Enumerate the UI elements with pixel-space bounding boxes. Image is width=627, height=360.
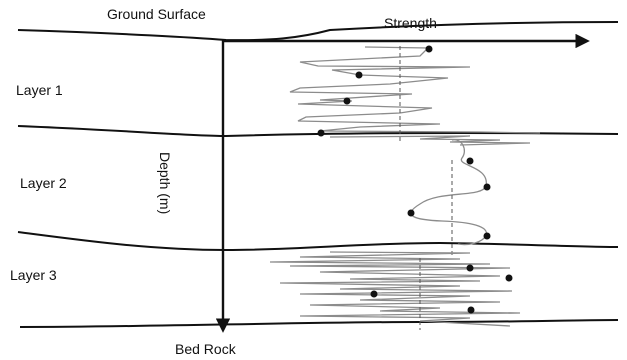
layer-1-data-point	[343, 97, 351, 105]
layer-3-label: Layer 3	[10, 267, 57, 283]
layer-2-label: Layer 2	[20, 175, 67, 191]
layer-2-3-boundary	[17, 231, 619, 252]
layer-2-strength-profile	[410, 139, 488, 246]
bed-rock-boundary	[19, 319, 619, 328]
transition-profile	[329, 135, 531, 146]
layer-2-data-point	[407, 209, 415, 217]
bed-rock-label: Bed Rock	[175, 341, 237, 357]
layer-2-data-point	[483, 183, 491, 191]
strength-label: Strength	[384, 15, 437, 31]
ground-surface-line	[17, 21, 619, 42]
layer-1-data-point	[355, 71, 363, 79]
layer-3-data-point	[370, 290, 378, 298]
depth-label: Depth (m)	[157, 152, 173, 214]
ground-surface-label: Ground Surface	[107, 6, 206, 22]
layer-3-data-point	[505, 274, 513, 282]
layer-3-data-point	[466, 264, 474, 272]
layer-1-data-point	[425, 45, 433, 53]
layer-2-data-point	[466, 157, 474, 165]
layer-3-strength-profile	[269, 251, 521, 327]
layer-1-2-boundary	[17, 125, 619, 138]
layer-1-strength-profile	[289, 46, 541, 134]
layer-3-data-point	[467, 306, 475, 314]
layer-2-data-point	[483, 232, 491, 240]
layer-1-label: Layer 1	[16, 82, 63, 98]
layer-1-data-point	[317, 129, 325, 137]
